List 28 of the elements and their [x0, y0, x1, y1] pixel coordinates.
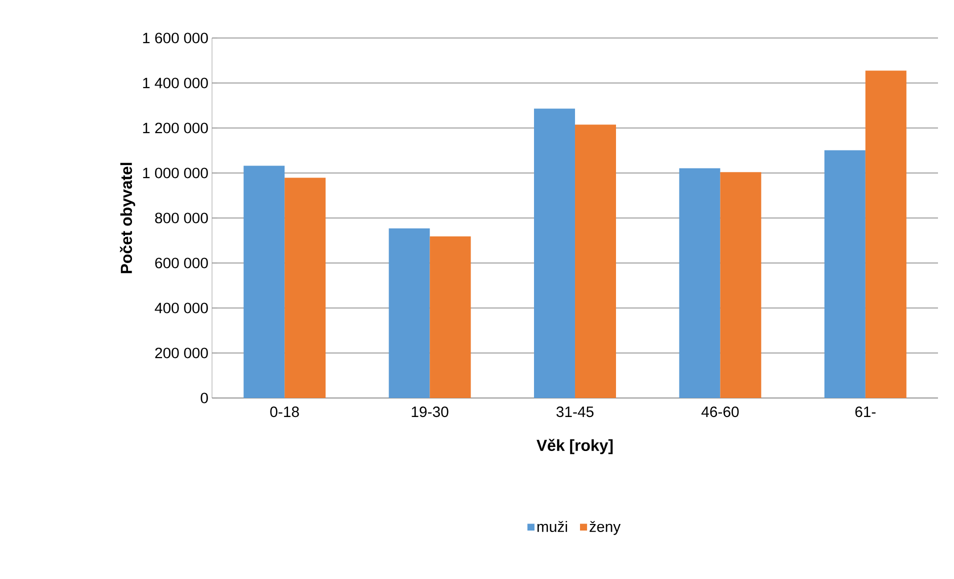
bar	[244, 166, 285, 398]
y-tick-label: 1 400 000	[143, 78, 208, 88]
bar	[865, 70, 906, 398]
legend-label: ženy	[590, 520, 621, 535]
bar	[534, 108, 576, 398]
bar	[575, 124, 616, 398]
y-tick-label: 1 600 000	[143, 32, 208, 44]
y-tick-label: 200 000	[155, 348, 208, 358]
y-tick-label: 600 000	[155, 258, 208, 268]
bar	[284, 178, 326, 398]
bar	[720, 172, 762, 398]
bar	[388, 228, 430, 398]
x-tick-label: 46-60	[701, 406, 739, 418]
y-tick-label: 1 000 000	[143, 168, 208, 178]
bar	[679, 168, 720, 398]
x-tick-label: 61-	[855, 406, 876, 418]
x-tick-label: 31-45	[556, 406, 594, 418]
legend-label: muži	[537, 520, 568, 532]
x-tick-label: 19-30	[412, 406, 448, 418]
y-tick-label: 1 200 000	[143, 122, 208, 134]
y-axis-title: Počet obyvatel	[120, 162, 136, 274]
bar	[824, 150, 866, 398]
x-axis-title: Věk [roky]	[536, 438, 613, 454]
x-tick-label: 0-18	[270, 406, 299, 418]
y-tick-label: 0	[200, 392, 208, 404]
y-tick-label: 800 000	[155, 212, 208, 224]
y-tick-label: 400 000	[154, 302, 208, 314]
bar	[430, 236, 471, 398]
